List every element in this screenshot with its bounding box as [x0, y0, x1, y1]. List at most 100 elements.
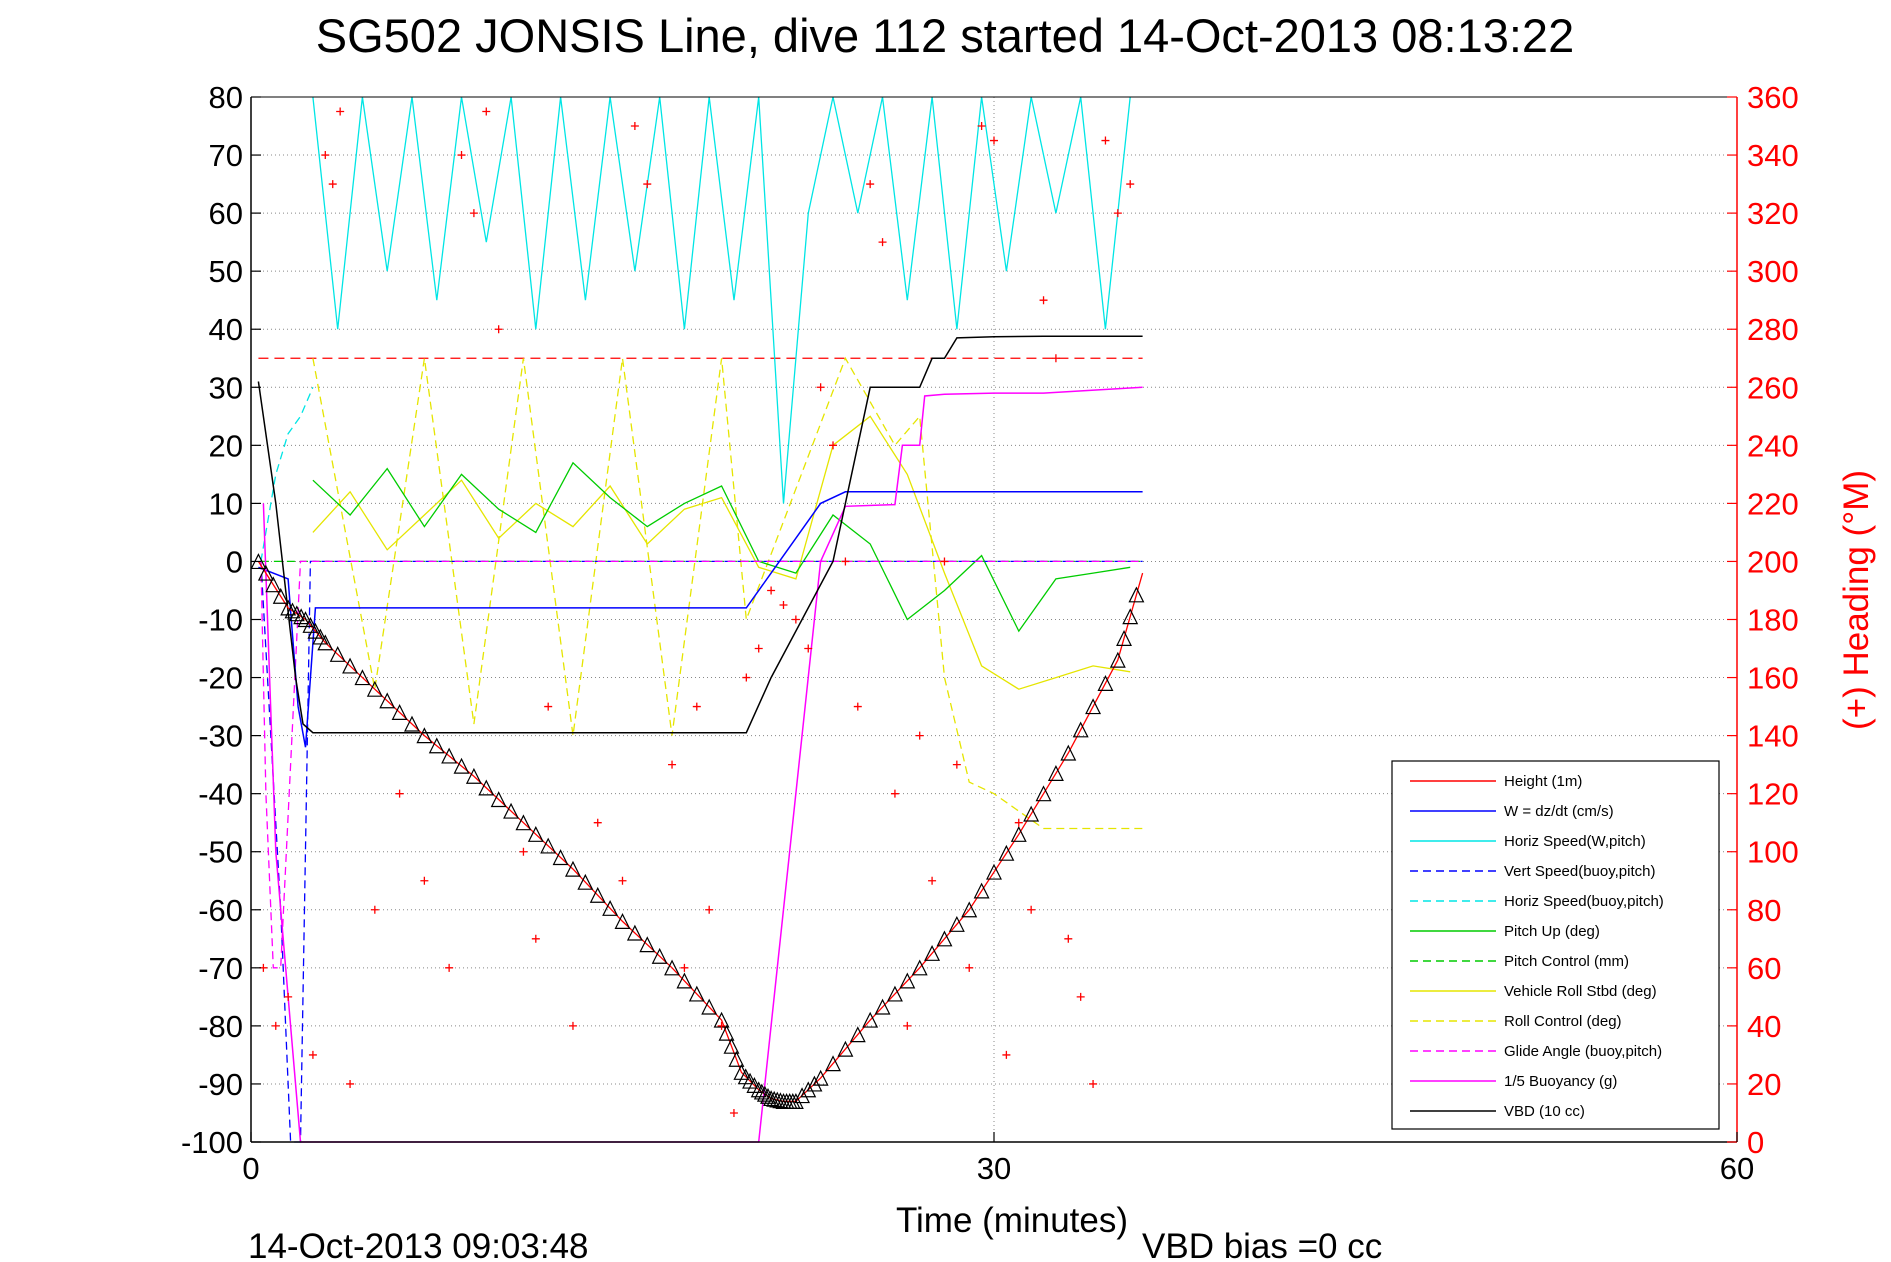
heading-point — [952, 760, 961, 769]
y2-tick-label: 20 — [1747, 1067, 1781, 1102]
depth-marker — [366, 680, 383, 697]
depth-marker — [1072, 721, 1089, 738]
y-tick-label: -60 — [198, 893, 243, 928]
depth-marker — [1085, 698, 1102, 715]
y-tick-label: -80 — [198, 1009, 243, 1044]
legend-label-roll_ctrl: Roll Control (deg) — [1504, 1013, 1622, 1030]
depth-marker — [787, 1093, 804, 1109]
depth-marker — [651, 947, 668, 964]
x-tick-label: 30 — [977, 1151, 1011, 1186]
depth-marker — [750, 1081, 767, 1098]
y-tick-label: -70 — [198, 951, 243, 986]
depth-marker — [441, 747, 458, 764]
series-roll-control — [312, 356, 1143, 830]
legend: Height (1m) W = dz/dt (cm/s) Horiz Speed(W… — [1391, 760, 1720, 1130]
y-tick-label: -20 — [198, 661, 243, 696]
depth-marker — [257, 564, 274, 581]
depth-marker — [577, 873, 594, 890]
y-tick-label: -40 — [198, 777, 243, 812]
depth-marker — [862, 1011, 879, 1028]
heading-point — [1002, 1050, 1011, 1059]
legend-label-pitch: Pitch Up (deg) — [1504, 923, 1600, 940]
heading-point — [829, 441, 838, 450]
heading-point — [1064, 934, 1073, 943]
heading-point — [494, 325, 503, 334]
y-tick-label: 40 — [209, 312, 243, 347]
y-tick-label: 70 — [209, 138, 243, 173]
legend-label-buoy: 1/5 Buoyancy (g) — [1504, 1073, 1617, 1090]
y2-tick-label: 100 — [1747, 835, 1799, 870]
depth-marker — [589, 886, 606, 903]
y2-tick-label: 340 — [1747, 138, 1799, 173]
legend-label-pitch_ctrl: Pitch Control (mm) — [1504, 953, 1629, 970]
series-horiz-speed-w-pitch — [312, 96, 1131, 504]
depth-marker — [297, 611, 314, 628]
heading-point — [940, 557, 949, 566]
heading-point — [321, 151, 330, 160]
depth-marker — [973, 882, 990, 899]
x-tick-label: 60 — [1720, 1151, 1754, 1186]
depth-marker — [1122, 608, 1139, 625]
depth-marker — [552, 849, 569, 866]
heading-point — [420, 876, 429, 885]
depth-marker — [899, 972, 916, 989]
y2-tick-label: 40 — [1747, 1009, 1781, 1044]
depth-marker — [1109, 651, 1126, 668]
legend-label-w: W = dz/dt (cm/s) — [1504, 803, 1614, 820]
depth-marker — [961, 901, 978, 918]
y-tick-label: -90 — [198, 1067, 243, 1102]
series-horiz-speed-buoy-pitch — [260, 387, 314, 562]
y2-tick-label: 140 — [1747, 719, 1799, 754]
series-vbd — [257, 335, 1143, 734]
depth-marker — [688, 985, 705, 1002]
depth-marker — [453, 757, 470, 774]
heading-point — [445, 963, 454, 972]
heading-point — [643, 180, 652, 189]
depth-marker — [812, 1069, 829, 1086]
legend-label-roll: Vehicle Roll Stbd (deg) — [1504, 983, 1657, 1000]
y-tick-label: 60 — [209, 196, 243, 231]
depth-marker — [664, 959, 681, 976]
depth-marker — [391, 704, 408, 720]
depth-marker — [428, 737, 445, 754]
depth-marker — [342, 657, 359, 674]
legend-label-vert_buoy: Vert Speed(buoy,pitch) — [1504, 863, 1655, 880]
depth-marker — [1060, 744, 1077, 761]
depth-marker — [1128, 586, 1145, 603]
heading-point — [469, 209, 478, 218]
x-tick-label: 0 — [242, 1151, 259, 1186]
depth-marker — [911, 959, 928, 976]
depth-marker — [753, 1083, 770, 1100]
y-tick-label: -100 — [181, 1125, 243, 1160]
depth-marker — [676, 972, 693, 989]
y2-tick-label: 240 — [1747, 428, 1799, 463]
y2-tick-label: 220 — [1747, 486, 1799, 521]
heading-point — [457, 151, 466, 160]
depth-marker — [317, 634, 334, 651]
depth-marker — [540, 837, 557, 854]
depth-marker — [986, 863, 1002, 880]
depth-marker — [288, 605, 305, 622]
heading-point — [878, 238, 887, 247]
y2-tick-label: 80 — [1747, 893, 1781, 928]
depth-marker — [825, 1055, 841, 1072]
depth-marker — [602, 899, 619, 916]
heading-point — [1039, 296, 1048, 305]
depth-marker — [272, 587, 289, 604]
heading-point — [668, 760, 677, 769]
y-tick-label: -10 — [198, 603, 243, 638]
heading-point — [336, 107, 345, 116]
y2-tick-label: 160 — [1747, 661, 1799, 696]
y-tick-label: -50 — [198, 835, 243, 870]
heading-point — [705, 905, 714, 914]
legend-label-glide: Glide Angle (buoy,pitch) — [1504, 1043, 1662, 1060]
heading-point — [346, 1079, 355, 1088]
heading-point — [890, 789, 899, 798]
depth-marker — [329, 645, 346, 662]
legend-box — [1391, 760, 1720, 1130]
series-pitch-up — [312, 461, 1131, 633]
heading-point — [965, 963, 974, 972]
depth-marker — [1116, 630, 1132, 646]
depth-marker — [800, 1081, 817, 1098]
heading-point — [1027, 905, 1036, 914]
